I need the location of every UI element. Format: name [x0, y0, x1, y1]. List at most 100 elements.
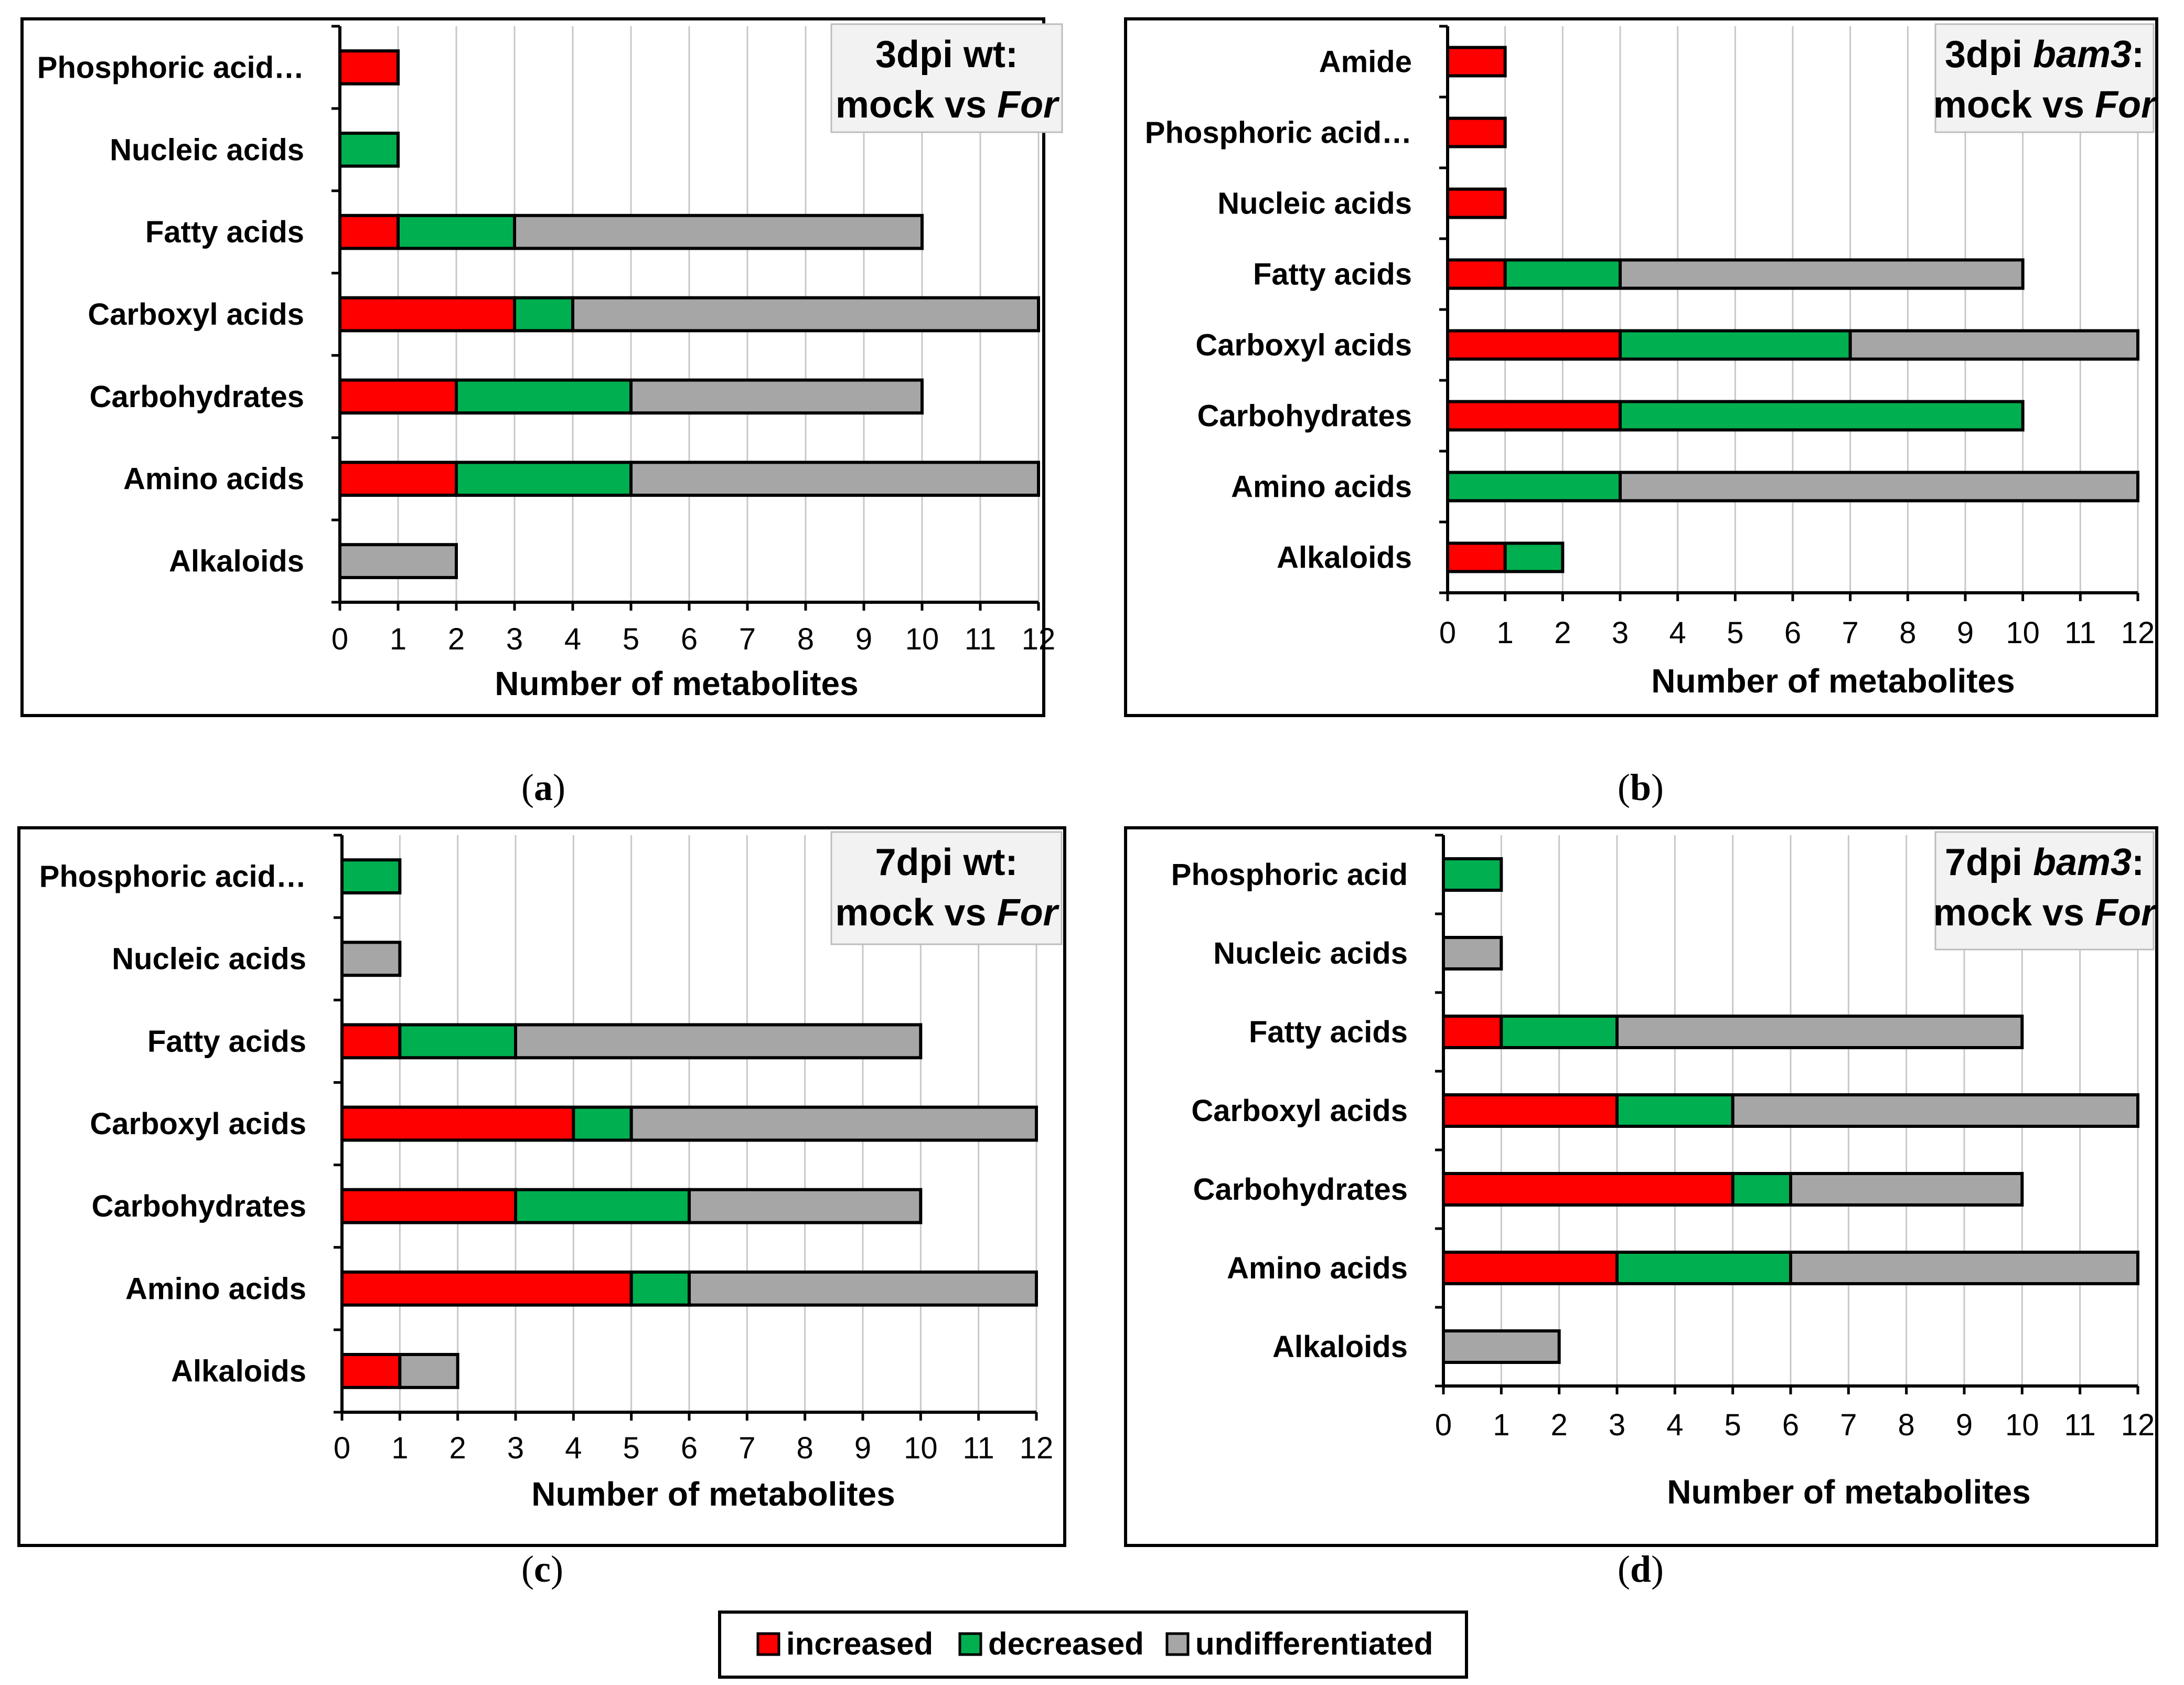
x-tick-label: 12 — [2121, 616, 2155, 650]
panel-letter: (a) — [521, 766, 565, 808]
category-label: Phosphoric acid… — [37, 50, 304, 84]
bar-decreased — [1615, 1251, 1792, 1285]
x-tick-label: 3 — [1612, 616, 1629, 650]
x-tick-label: 4 — [565, 1431, 582, 1465]
x-tick-label: 2 — [1551, 1408, 1568, 1442]
chart-title-box — [830, 23, 1063, 133]
chart-panel-a: Phosphoric acid… Nucleic acids Fatty acids… — [20, 17, 1063, 717]
x-tick-label: 5 — [1727, 616, 1743, 650]
bar-undifferentiated — [1615, 1015, 2024, 1049]
x-tick-label: 10 — [904, 1431, 938, 1465]
x-tick-label: 8 — [1898, 1408, 1915, 1442]
x-tick-label: 6 — [681, 622, 698, 656]
bar-increased — [340, 1023, 402, 1060]
bar-undifferentiated — [1619, 471, 2139, 503]
bar-decreased — [1442, 857, 1503, 892]
x-tick-label: 11 — [2064, 1408, 2096, 1442]
category-label: Alkaloids — [169, 545, 304, 579]
bar-increased — [1442, 1251, 1619, 1285]
x-axis-title: Number of metabolites — [1651, 662, 2015, 700]
x-tick-label: 0 — [334, 1431, 350, 1465]
bar-undifferentiated — [629, 461, 1040, 497]
legend: increased decreased undifferentiated — [718, 1611, 1468, 1679]
category-label: Carboxyl acids — [88, 297, 304, 332]
x-tick-label: 11 — [965, 622, 996, 656]
legend-label-increased: increased — [786, 1626, 933, 1661]
x-tick-label: 11 — [963, 1431, 994, 1465]
bar-increased — [338, 49, 400, 86]
bar-undifferentiated — [340, 941, 402, 977]
x-axis-title: Number of metabolites — [495, 665, 858, 702]
chart-title-line2: mock vs For — [835, 892, 1059, 934]
legend-swatch-undifferentiated — [1165, 1632, 1190, 1656]
category-label: Amino acids — [123, 462, 304, 496]
panel-frame — [20, 17, 1045, 717]
bar-decreased — [1731, 1172, 1793, 1207]
category-label: Nucleic acids — [1217, 187, 1412, 221]
bar-undifferentiated — [688, 1270, 1038, 1307]
category-label: Amino acids — [125, 1272, 306, 1306]
x-tick-label: 2 — [448, 622, 465, 656]
category-label: Carbohydrates — [90, 380, 304, 414]
category-label: Phosphoric acid — [1171, 858, 1408, 892]
category-label: Amino acids — [1231, 470, 1412, 504]
x-tick-label: 1 — [391, 1431, 408, 1465]
x-tick-label: 11 — [2064, 616, 2096, 650]
x-tick-label: 0 — [1435, 1408, 1452, 1442]
category-label: Alkaloids — [1272, 1330, 1408, 1364]
bar-decreased — [629, 1270, 691, 1307]
category-label: Carboxyl acids — [1195, 328, 1412, 362]
bar-increased — [1446, 258, 1507, 290]
x-tick-label: 12 — [2121, 1408, 2155, 1442]
x-tick-label: 8 — [797, 1431, 813, 1465]
legend-frame — [718, 1611, 1468, 1679]
bar-increased — [338, 214, 400, 250]
x-tick-label: 6 — [1784, 616, 1801, 650]
bar-decreased — [1446, 471, 1622, 503]
legend-swatch-increased — [756, 1632, 780, 1656]
legend-label-undifferentiated: undifferentiated — [1195, 1626, 1433, 1661]
category-label: Carbohydrates — [92, 1189, 306, 1223]
category-label: Nucleic acids — [112, 942, 306, 976]
x-tick-label: 9 — [1957, 616, 1974, 650]
x-tick-label: 6 — [681, 1431, 698, 1465]
panel-frame — [1124, 17, 2158, 717]
chart-panel-b: Amide Phosphoric acid… Nucleic acids Fatty … — [1124, 17, 2158, 717]
bar-increased — [1446, 329, 1622, 361]
chart-title-line2: mock vs For — [836, 84, 1060, 126]
x-tick-label: 5 — [623, 1431, 640, 1465]
bar-decreased — [397, 214, 516, 250]
bar-decreased — [455, 378, 633, 415]
bar-increased — [338, 296, 516, 333]
x-tick-label: 10 — [905, 622, 939, 656]
bar-decreased — [1619, 400, 2025, 432]
x-tick-label: 12 — [1020, 1431, 1054, 1465]
x-tick-label: 6 — [1782, 1408, 1799, 1442]
x-tick-label: 4 — [1666, 1408, 1683, 1442]
chart-title-line1: 7dpi wt: — [875, 841, 1018, 883]
x-tick-label: 1 — [1497, 616, 1514, 650]
chart-title-line2: mock vs For — [1933, 892, 2158, 934]
x-tick-label: 1 — [1493, 1408, 1509, 1442]
category-label: Nucleic acids — [110, 133, 304, 167]
category-label: Amino acids — [1227, 1251, 1408, 1285]
x-tick-label: 5 — [1725, 1408, 1741, 1442]
category-label: Carbohydrates — [1197, 399, 1412, 433]
bar-decreased — [340, 858, 402, 894]
chart-title-box — [830, 831, 1063, 945]
chart-title-box — [1934, 23, 2155, 133]
category-label: Alkaloids — [1277, 541, 1412, 575]
legend-label-decreased: decreased — [988, 1626, 1144, 1661]
x-tick-label: 3 — [1609, 1408, 1625, 1442]
bar-increased — [1442, 1015, 1503, 1049]
x-axis-title: Number of metabolites — [1667, 1473, 2030, 1511]
bar-increased — [1446, 400, 1622, 432]
bar-undifferentiated — [1848, 329, 2140, 361]
bar-increased — [340, 1353, 402, 1389]
bar-decreased — [1500, 1015, 1619, 1049]
category-label: Alkaloids — [171, 1354, 306, 1388]
panel-letter: (b) — [1618, 766, 1664, 808]
bar-decreased — [398, 1023, 517, 1060]
x-tick-label: 12 — [1022, 622, 1056, 656]
